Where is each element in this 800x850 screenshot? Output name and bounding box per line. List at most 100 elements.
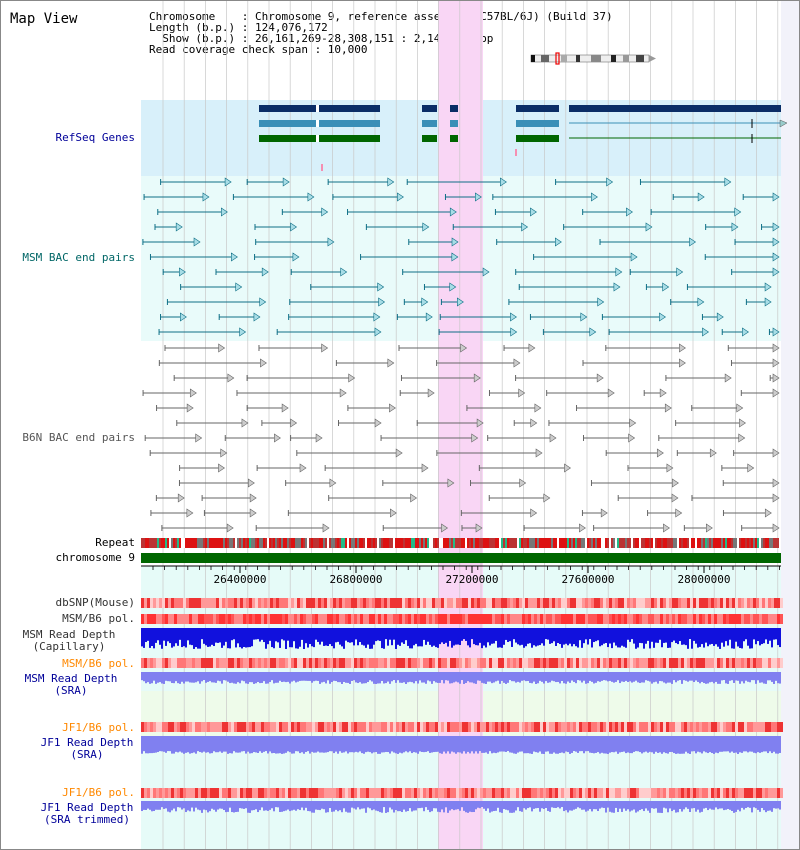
jf1-depth-bar (413, 736, 415, 753)
msm-pol-heat (621, 614, 624, 624)
repeat-block (565, 538, 567, 548)
repeat-block (447, 538, 449, 548)
track-label-jf1-depth-trimmed[interactable]: JF1 Read Depth (SRA trimmed) (40, 801, 134, 826)
msm-sra-pol-heat (339, 658, 342, 668)
dbsnp-heat (150, 598, 153, 608)
repeat-block (765, 538, 767, 548)
track-label-jf1-depth-sra[interactable]: JF1 Read Depth (SRA) (40, 736, 134, 761)
jf1-trimmed-depth-bar (255, 801, 257, 810)
gene-exon (422, 120, 437, 127)
track-label-jf1-b6-pol-1[interactable]: JF1/B6 pol. (62, 721, 135, 734)
msm-sra-pol-heat (177, 658, 180, 668)
jf1-pol2-heat (591, 788, 594, 798)
jf1-pol2-heat (324, 788, 327, 798)
msm-sra-pol-heat (606, 658, 609, 668)
jf1-trimmed-depth-bar (479, 801, 481, 809)
jf1-depth-bar (603, 736, 605, 754)
jf1-depth-bar (717, 736, 719, 754)
msm-capillary-depth-bar (323, 628, 325, 646)
jf1-trimmed-depth-bar (257, 801, 259, 813)
repeat-block (493, 538, 495, 548)
track-label-msm-depth-sra[interactable]: MSM Read Depth (SRA) (24, 672, 118, 697)
msm-capillary-depth-bar (411, 628, 413, 649)
jf1-trimmed-depth-bar (233, 801, 235, 813)
msm-pol-heat (633, 614, 636, 624)
msm-sra-depth-bar (581, 672, 583, 683)
msm-capillary-depth-bar (249, 628, 251, 648)
msm-capillary-depth-bar (647, 628, 649, 641)
track-label-jf1-b6-pol-2[interactable]: JF1/B6 pol. (62, 786, 135, 799)
jf1-pol2-heat (756, 788, 759, 798)
jf1-depth-bar (723, 736, 725, 752)
track-label-repeat[interactable]: Repeat (95, 536, 135, 549)
jf1-pol-heat (690, 722, 693, 732)
track-label-msm-b6-pol-1[interactable]: MSM/B6 pol. (62, 612, 135, 625)
jf1-pol-heat (285, 722, 288, 732)
jf1-pol2-heat (663, 788, 666, 798)
msm-sra-pol-heat (276, 658, 279, 668)
gene-strand-arrow (779, 119, 788, 128)
msm-pol-heat (684, 614, 687, 624)
msm-capillary-depth-bar (157, 628, 159, 641)
track-label-refseq[interactable]: RefSeq Genes (55, 131, 135, 144)
msm-pol-heat (306, 614, 309, 624)
dbsnp-heat (264, 598, 267, 608)
jf1-pol-heat (189, 722, 192, 732)
track-label-chromosome[interactable]: chromosome 9 (55, 551, 135, 564)
jf1-trimmed-depth-bar (591, 801, 593, 812)
msm-sra-depth-bar (437, 672, 439, 683)
jf1-trimmed-depth-bar (421, 801, 423, 808)
jf1-pol2-heat (504, 788, 507, 798)
jf1-pol2-heat (513, 788, 516, 798)
msm-capillary-depth-bar (731, 628, 733, 649)
msm-pol-heat (636, 614, 639, 624)
track-label-dbsnp[interactable]: dbSNP(Mouse) (55, 596, 135, 609)
msm-pol-heat (315, 614, 318, 624)
msm-sra-pol-heat (627, 658, 630, 668)
jf1-depth-bar (257, 736, 259, 753)
jf1-trimmed-depth-bar (245, 801, 247, 809)
msm-capillary-depth-bar (423, 628, 425, 640)
dbsnp-heat (414, 598, 417, 608)
msm-pol-heat (351, 614, 354, 624)
msm-pol-heat (534, 614, 537, 624)
jf1-trimmed-depth-bar (231, 801, 233, 813)
track-label-msm-b6-pol-2[interactable]: MSM/B6 pol. (62, 657, 135, 670)
msm-sra-depth-bar (759, 672, 761, 683)
b6n-bac-pair-arrow (348, 373, 356, 383)
msm-capillary-depth-bar (431, 628, 433, 647)
msm-pol-heat (252, 614, 255, 624)
repeat-block (593, 538, 595, 548)
msm-bac-pair-arrow (772, 222, 780, 232)
msm-sra-depth-bar (477, 672, 479, 681)
repeat-block (693, 538, 695, 548)
msm-pol-heat (666, 614, 669, 624)
jf1-depth-bar (653, 736, 655, 754)
track-label-b6n-bac[interactable]: B6N BAC end pairs (22, 431, 135, 444)
jf1-pol-heat (201, 722, 204, 732)
msm-sra-pol-heat (609, 658, 612, 668)
msm-sra-depth-bar (349, 672, 351, 684)
jf1-pol-heat (207, 722, 210, 732)
msm-sra-depth-bar (277, 672, 279, 683)
jf1-pol2-heat (411, 788, 414, 798)
jf1-pol-heat (303, 722, 306, 732)
jf1-pol-heat (522, 722, 525, 732)
track-label-msm-depth-capillary[interactable]: MSM Read Depth (Capillary) (22, 628, 116, 653)
msm-capillary-depth-bar (511, 628, 513, 647)
msm-sra-depth-bar (697, 672, 699, 682)
jf1-trimmed-depth-bar (275, 801, 277, 808)
jf1-depth-bar (277, 736, 279, 754)
jf1-pol-heat (351, 722, 354, 732)
msm-sra-depth-bar (569, 672, 571, 683)
msm-pol-heat (618, 614, 621, 624)
msm-sra-pol-heat (285, 658, 288, 668)
jf1-depth-bar (167, 736, 169, 752)
b6n-bac-pair-arrow (260, 358, 267, 368)
msm-pol-heat (183, 614, 186, 624)
dbsnp-heat (429, 598, 432, 608)
track-label-msm-bac[interactable]: MSM BAC end pairs (22, 251, 135, 264)
jf1-depth-bar (215, 736, 217, 753)
msm-sra-depth-bar (433, 672, 435, 682)
